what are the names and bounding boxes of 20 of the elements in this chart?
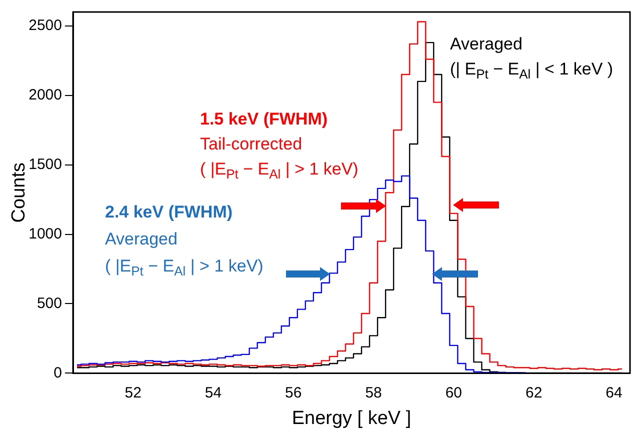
y-tick-label: 500 bbox=[36, 294, 62, 312]
annotation: Tail-corrected bbox=[200, 134, 302, 154]
y-tick-label: 2000 bbox=[28, 86, 62, 104]
x-tick-label: 54 bbox=[204, 384, 222, 402]
annotation: 2.4 keV (FWHM) bbox=[105, 202, 233, 222]
x-tick-label: 58 bbox=[365, 384, 382, 402]
x-tick-label: 60 bbox=[445, 384, 462, 402]
annotation: Averaged bbox=[105, 230, 178, 249]
x-tick-label: 62 bbox=[525, 384, 542, 402]
y-tick-label: 0 bbox=[54, 364, 62, 382]
x-tick-label: 52 bbox=[124, 384, 142, 402]
annotation: 1.5 keV (FWHM) bbox=[200, 110, 328, 129]
x-tick-label: 64 bbox=[606, 384, 622, 402]
x-tick-label: 56 bbox=[285, 384, 302, 402]
y-axis-title: Counts bbox=[8, 162, 30, 223]
y-tick-label: 2500 bbox=[28, 17, 62, 34]
y-tick-label: 1500 bbox=[28, 156, 62, 173]
annotation: Averaged bbox=[450, 34, 522, 54]
x-axis-title: Energy [ keV ] bbox=[292, 408, 412, 429]
y-tick-label: 1000 bbox=[28, 225, 62, 242]
